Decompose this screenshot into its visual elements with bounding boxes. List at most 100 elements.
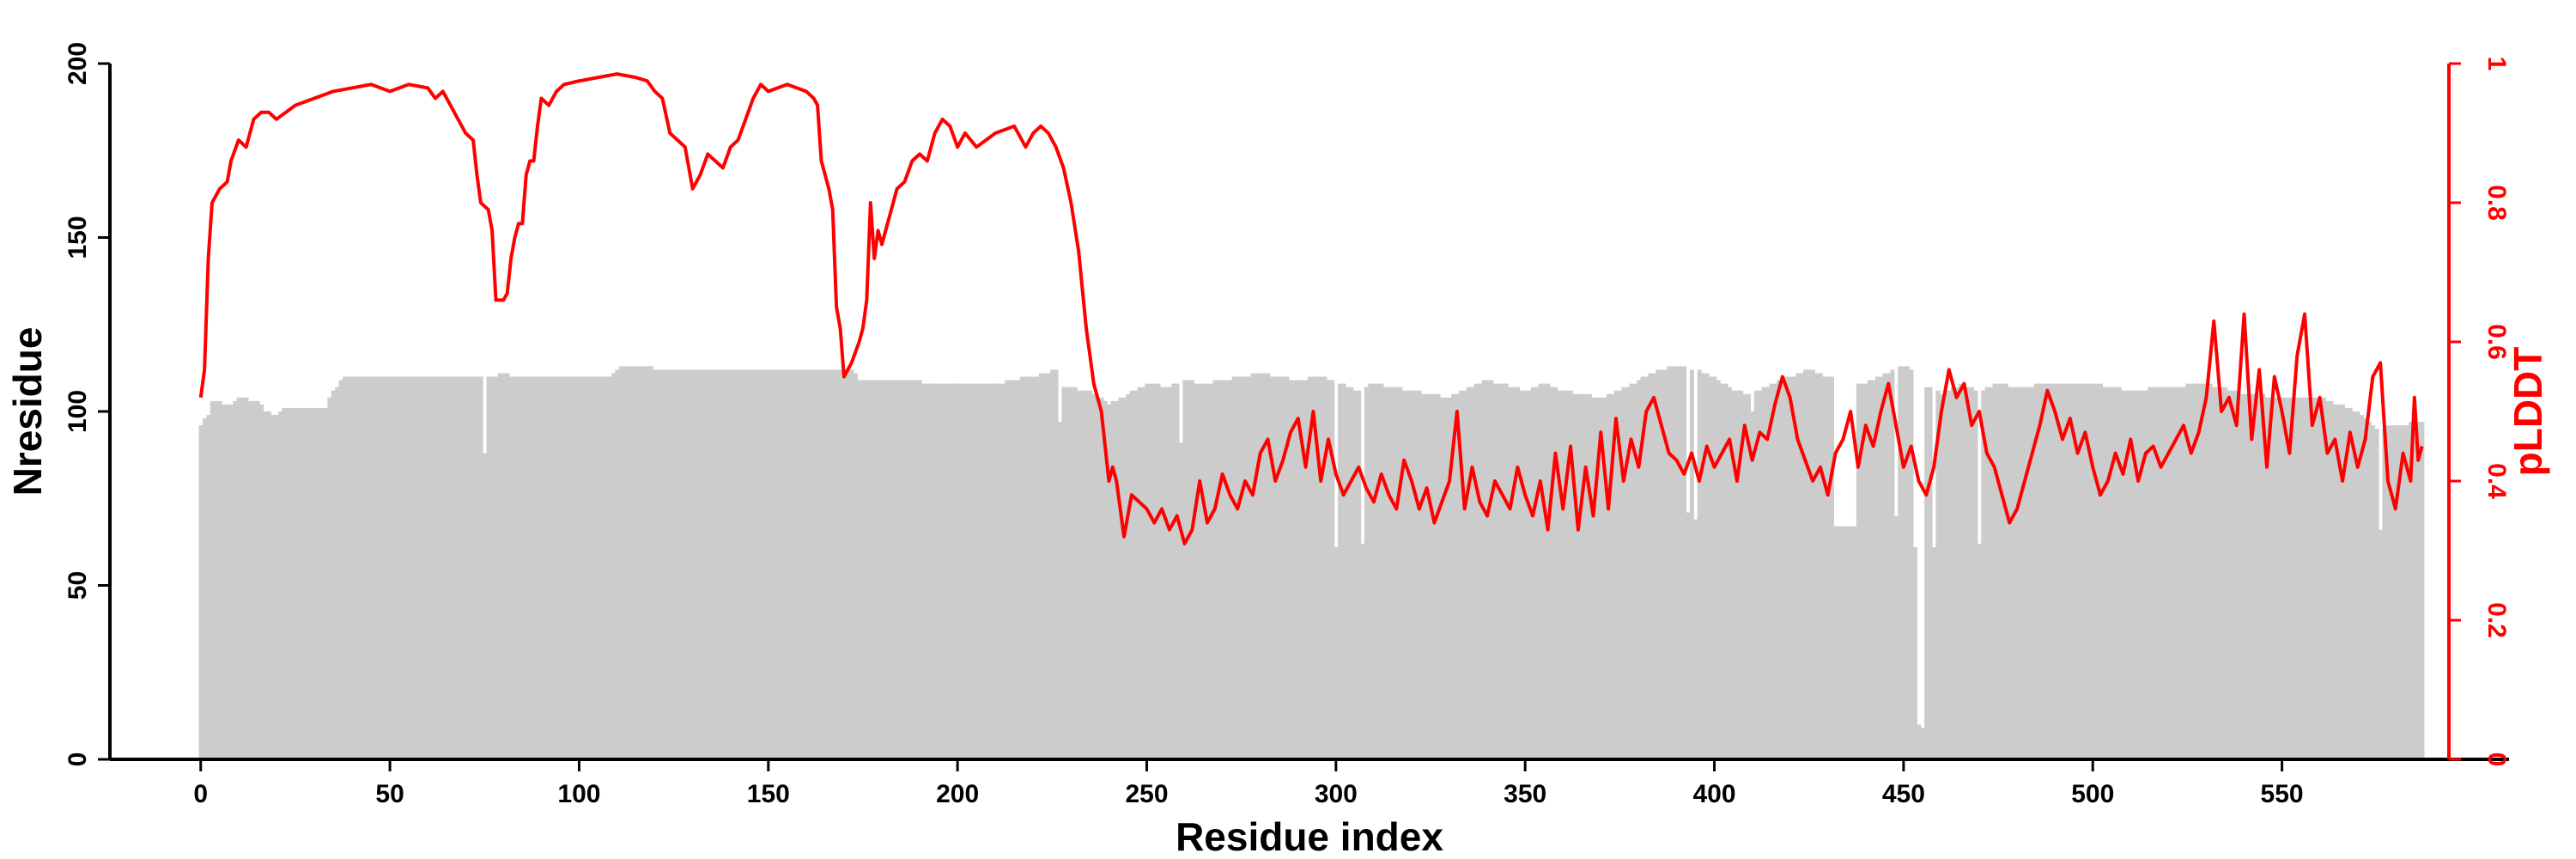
bar (558, 376, 563, 759)
bar (808, 369, 813, 759)
bar (1803, 369, 1808, 759)
bar (1152, 383, 1157, 759)
bar (1920, 728, 1925, 759)
bar (1000, 383, 1005, 759)
bar (1761, 387, 1766, 759)
bar (1398, 387, 1403, 759)
bar (800, 369, 805, 759)
bar (2371, 425, 2376, 759)
bar (247, 400, 252, 759)
bar (338, 380, 343, 759)
bar (1126, 393, 1131, 759)
bar (1777, 380, 1782, 759)
bar (505, 373, 510, 759)
bar (2245, 393, 2251, 759)
bar (2030, 387, 2035, 759)
bar (1069, 387, 1074, 759)
bar (1780, 380, 1785, 759)
bar (1950, 387, 1955, 759)
bar (1701, 373, 1706, 759)
bar (1167, 387, 1172, 759)
bar (263, 411, 268, 759)
bar (539, 376, 544, 759)
bar (535, 376, 540, 759)
bar (1508, 387, 1513, 759)
bar (694, 369, 699, 759)
bar (1473, 383, 1479, 759)
bar (1406, 390, 1411, 759)
bar (327, 397, 332, 759)
bar (1731, 390, 1736, 759)
bar (713, 369, 718, 759)
bar (354, 376, 359, 759)
bar (2291, 397, 2296, 759)
y2-tick-label: 0.2 (2482, 602, 2511, 638)
bar (1038, 373, 1043, 759)
bar (1576, 393, 1581, 759)
bar (588, 376, 593, 759)
bar (739, 369, 744, 759)
bar (1856, 383, 1861, 759)
bar (1863, 383, 1868, 759)
bar (1322, 376, 1327, 759)
bar (1220, 380, 1225, 759)
bar (914, 380, 919, 759)
bar (501, 373, 507, 759)
bar (1054, 369, 1059, 759)
bar (520, 376, 526, 759)
bar (706, 369, 711, 759)
bar (368, 376, 374, 759)
bar (2136, 390, 2141, 759)
bar (2272, 397, 2277, 759)
bar (970, 383, 975, 759)
bar (387, 376, 392, 759)
bar (210, 400, 215, 759)
bar (1209, 383, 1214, 759)
bar (974, 383, 979, 759)
bar (902, 380, 908, 759)
bar (452, 376, 457, 759)
bar (252, 400, 257, 759)
bar (770, 369, 775, 759)
bar (1319, 376, 1324, 759)
bar (2318, 397, 2323, 759)
bar (1027, 376, 1032, 759)
bar (2325, 400, 2330, 759)
bar (841, 369, 847, 759)
bar (1720, 383, 1725, 759)
y-tick-label: 0 (64, 752, 92, 767)
x-axis-label: Residue index (1176, 814, 1443, 859)
bar (2390, 425, 2395, 759)
bar (637, 366, 642, 759)
bar (323, 407, 328, 759)
bar (785, 369, 790, 759)
bar (1667, 366, 1672, 759)
bar (1769, 383, 1774, 759)
bar (274, 415, 279, 759)
bar (936, 383, 941, 759)
bar (811, 369, 817, 759)
bar (1689, 369, 1694, 759)
bar (2121, 390, 2126, 759)
bar (860, 380, 866, 759)
bar (1682, 366, 1687, 759)
bar (725, 369, 730, 759)
bar (910, 380, 915, 759)
bar (1401, 390, 1406, 759)
x-tick-label: 0 (193, 780, 208, 808)
bar (1739, 390, 1744, 759)
bar (1046, 373, 1051, 759)
bar (868, 380, 873, 759)
bar (2393, 425, 2398, 759)
bar (467, 376, 472, 759)
bar (1882, 373, 1887, 759)
ticks-layer: 0 50 100 150 200 250 300 350 400 450 500 550 0 50 100 1… (64, 42, 2511, 808)
bar (2374, 429, 2379, 759)
bar (1076, 390, 1081, 759)
bar (2340, 404, 2345, 759)
bar (1261, 373, 1267, 759)
bar (653, 369, 658, 759)
bar (1148, 383, 1153, 759)
y2-axis-label: pLDDT (2506, 347, 2550, 477)
bar (1228, 380, 1233, 759)
